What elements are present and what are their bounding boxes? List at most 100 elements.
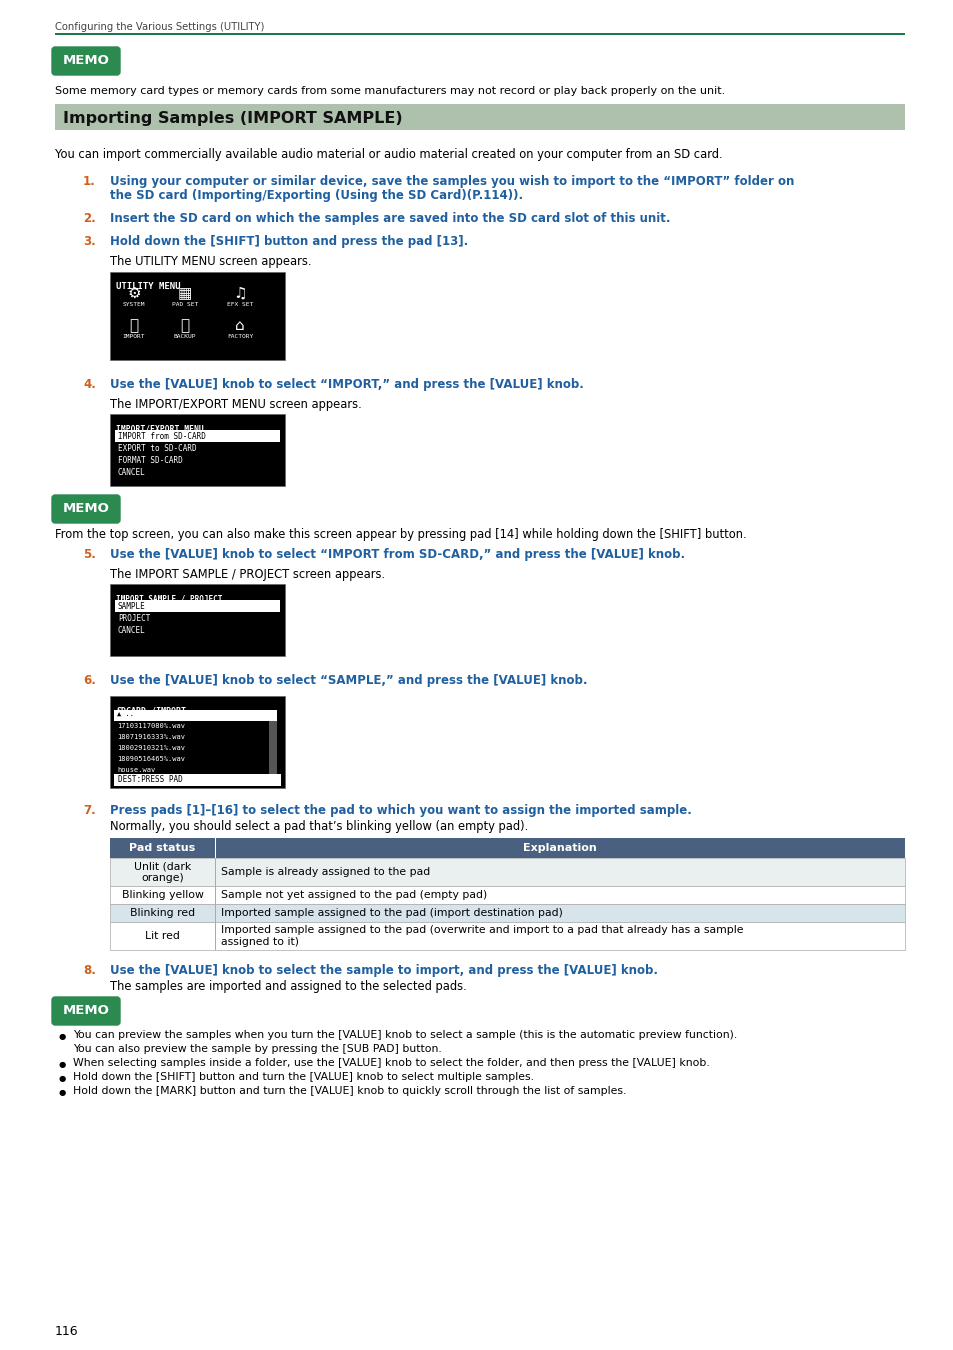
Bar: [269, 710, 276, 776]
Text: ●: ●: [59, 1031, 66, 1041]
Text: Blinking red: Blinking red: [130, 909, 194, 918]
Text: The samples are imported and assigned to the selected pads.: The samples are imported and assigned to…: [110, 980, 466, 994]
Bar: [110, 697, 285, 788]
Text: Imported sample assigned to the pad (import destination pad): Imported sample assigned to the pad (imp…: [221, 909, 562, 918]
Text: 1.: 1.: [83, 176, 95, 188]
Text: ▲ ..: ▲ ..: [117, 711, 133, 718]
Text: MEMO: MEMO: [63, 502, 110, 516]
Text: Imported sample assigned to the pad (overwrite and import to a pad that already : Imported sample assigned to the pad (ove…: [221, 925, 742, 946]
Text: Pad status: Pad status: [130, 842, 195, 853]
Bar: [269, 710, 276, 721]
Text: Some memory card types or memory cards from some manufacturers may not record or: Some memory card types or memory cards f…: [55, 86, 724, 96]
Text: Use the [VALUE] knob to select “IMPORT from SD-CARD,” and press the [VALUE] knob: Use the [VALUE] knob to select “IMPORT f…: [110, 548, 684, 562]
Bar: [113, 774, 281, 786]
Text: Hold down the [SHIFT] button and turn the [VALUE] knob to select multiple sample: Hold down the [SHIFT] button and turn th…: [73, 1072, 534, 1081]
Bar: [214, 838, 215, 859]
Text: Blinking yellow: Blinking yellow: [121, 890, 203, 900]
Text: 7.: 7.: [83, 805, 95, 817]
Text: ●: ●: [59, 1060, 66, 1069]
Text: You can also preview the sample by pressing the [SUB PAD] button.: You can also preview the sample by press…: [73, 1044, 441, 1054]
FancyBboxPatch shape: [52, 495, 120, 522]
Text: Use the [VALUE] knob to select the sample to import, and press the [VALUE] knob.: Use the [VALUE] knob to select the sampl…: [110, 964, 658, 977]
Bar: [110, 585, 285, 656]
FancyBboxPatch shape: [52, 47, 120, 76]
Text: The IMPORT SAMPLE / PROJECT screen appears.: The IMPORT SAMPLE / PROJECT screen appea…: [110, 568, 385, 580]
Text: EXPORT to SD-CARD: EXPORT to SD-CARD: [118, 444, 196, 454]
Text: CANCEL: CANCEL: [118, 626, 146, 634]
Text: Press pads [1]–[16] to select the pad to which you want to assign the imported s: Press pads [1]–[16] to select the pad to…: [110, 805, 691, 817]
Bar: [55, 104, 904, 130]
Text: IMPORT: IMPORT: [123, 333, 145, 339]
Bar: [55, 32, 904, 35]
Text: Insert the SD card on which the samples are saved into the SD card slot of this : Insert the SD card on which the samples …: [110, 212, 670, 225]
Text: SAMPLE: SAMPLE: [118, 602, 146, 612]
Text: 3.: 3.: [83, 235, 95, 248]
Text: 116: 116: [55, 1324, 78, 1338]
Text: 18002910321%.wav: 18002910321%.wav: [117, 745, 185, 751]
Bar: [110, 886, 904, 904]
Bar: [115, 599, 280, 612]
Text: DEST:PRESS PAD: DEST:PRESS PAD: [118, 775, 183, 784]
Text: Hold down the [SHIFT] button and press the pad [13].: Hold down the [SHIFT] button and press t…: [110, 235, 468, 248]
Text: You can preview the samples when you turn the [VALUE] knob to select a sample (t: You can preview the samples when you tur…: [73, 1030, 737, 1040]
Text: The IMPORT/EXPORT MENU screen appears.: The IMPORT/EXPORT MENU screen appears.: [110, 398, 361, 410]
Text: 18071916333%.wav: 18071916333%.wav: [117, 734, 185, 740]
Text: IMPORT SAMPLE / PROJECT: IMPORT SAMPLE / PROJECT: [116, 594, 222, 603]
Text: SDCARD:/IMPORT: SDCARD:/IMPORT: [116, 706, 186, 716]
FancyBboxPatch shape: [52, 998, 120, 1025]
Text: 8.: 8.: [83, 964, 95, 977]
Text: ●: ●: [59, 1088, 66, 1098]
Text: Explanation: Explanation: [522, 842, 597, 853]
Bar: [115, 431, 280, 441]
Bar: [214, 904, 215, 922]
Text: ●: ●: [59, 1075, 66, 1083]
Text: You can import commercially available audio material or audio material created o: You can import commercially available au…: [55, 148, 721, 161]
Text: the SD card (Importing/Exporting (Using the SD Card)(P.114)).: the SD card (Importing/Exporting (Using …: [110, 189, 522, 202]
Text: ⌂: ⌂: [235, 319, 245, 333]
Text: SYSTEM: SYSTEM: [123, 302, 145, 306]
Text: PROJECT: PROJECT: [118, 614, 151, 622]
Text: IMPORT from SD-CARD: IMPORT from SD-CARD: [118, 432, 206, 441]
Bar: [214, 859, 215, 886]
Text: ♫: ♫: [233, 286, 247, 301]
Text: MEMO: MEMO: [63, 54, 110, 68]
Text: UTILITY MENU: UTILITY MENU: [116, 282, 180, 292]
Text: FORMAT SD-CARD: FORMAT SD-CARD: [118, 456, 183, 464]
Text: Configuring the Various Settings (UTILITY): Configuring the Various Settings (UTILIT…: [55, 22, 264, 32]
Text: When selecting samples inside a folder, use the [VALUE] knob to select the folde: When selecting samples inside a folder, …: [73, 1058, 709, 1068]
Text: Sample not yet assigned to the pad (empty pad): Sample not yet assigned to the pad (empt…: [221, 890, 487, 900]
Text: Importing Samples (IMPORT SAMPLE): Importing Samples (IMPORT SAMPLE): [63, 111, 402, 126]
Bar: [110, 904, 904, 922]
Text: MEMO: MEMO: [63, 1004, 110, 1018]
Text: 6.: 6.: [83, 674, 95, 687]
Bar: [110, 414, 285, 486]
Text: Normally, you should select a pad that’s blinking yellow (an empty pad).: Normally, you should select a pad that’s…: [110, 819, 528, 833]
Text: 4.: 4.: [83, 378, 95, 392]
Text: Use the [VALUE] knob to select “IMPORT,” and press the [VALUE] knob.: Use the [VALUE] knob to select “IMPORT,”…: [110, 378, 583, 392]
Text: house.wav: house.wav: [117, 767, 155, 774]
Text: EFX SET: EFX SET: [227, 302, 253, 306]
Text: PAD SET: PAD SET: [172, 302, 198, 306]
Bar: [214, 838, 904, 859]
Text: ⎆: ⎆: [180, 319, 190, 333]
Bar: [214, 922, 215, 950]
Bar: [110, 859, 904, 886]
Text: ⚙: ⚙: [127, 286, 141, 301]
Text: ⎗: ⎗: [130, 319, 138, 333]
Text: From the top screen, you can also make this screen appear by pressing pad [14] w: From the top screen, you can also make t…: [55, 528, 746, 541]
Text: CANCEL: CANCEL: [118, 468, 146, 477]
Text: 17103117080%.wav: 17103117080%.wav: [117, 724, 185, 729]
Text: IMPORT/EXPORT MENU: IMPORT/EXPORT MENU: [116, 424, 204, 433]
Text: BACKUP: BACKUP: [173, 333, 196, 339]
Bar: [214, 886, 215, 904]
Text: 2.: 2.: [83, 212, 95, 225]
Text: Hold down the [MARK] button and turn the [VALUE] knob to quickly scroll through : Hold down the [MARK] button and turn the…: [73, 1085, 626, 1096]
Bar: [110, 922, 904, 950]
Bar: [110, 838, 904, 859]
Text: 18090516465%.wav: 18090516465%.wav: [117, 756, 185, 761]
Text: The UTILITY MENU screen appears.: The UTILITY MENU screen appears.: [110, 255, 312, 269]
Text: Lit red: Lit red: [145, 931, 180, 941]
Text: ▦: ▦: [177, 286, 192, 301]
Text: Use the [VALUE] knob to select “SAMPLE,” and press the [VALUE] knob.: Use the [VALUE] knob to select “SAMPLE,”…: [110, 674, 587, 687]
Bar: [110, 271, 285, 360]
